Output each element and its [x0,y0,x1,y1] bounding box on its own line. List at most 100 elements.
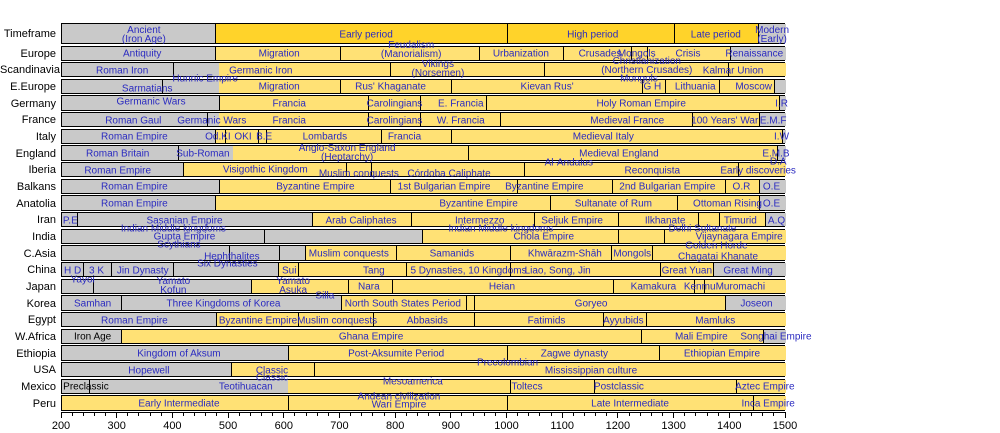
bar-label: Sarmatians [121,83,173,95]
axis-major-tick [60,412,62,418]
bar-label: Germanic Iron [229,65,293,77]
axis-minor-tick [439,412,441,416]
timeline-band [725,296,786,310]
timeline-row: Early Intermediate Andean civilization War… [61,392,795,411]
timeline-band [62,263,279,277]
axis-tick-label: 1400 [717,420,742,432]
timeline-band [219,96,780,110]
timeline-band [62,229,423,243]
cell-divider [93,279,95,293]
bar-label: Early discoveries [720,165,796,177]
cell-divider [718,79,720,93]
bar-label: Muslim conquests [308,248,389,260]
row-label-usa: USA [33,364,56,377]
cell-divider [640,329,642,343]
bar-label: Kenmu [683,281,716,293]
axis-minor-tick [650,412,652,416]
timeline-band [232,146,778,160]
bar-label: Roman Britain [86,148,150,160]
bar-label: D.A [769,156,787,168]
axis-tick-label: 1000 [494,420,519,432]
bar-label: Chola Empire [513,231,575,243]
cell-divider [718,213,720,227]
timeline-row: Roman Britain Sub-Roman Anglo-Saxon Englan… [61,144,790,167]
cell-divider [517,179,519,193]
bar-label: Moscow [735,81,773,93]
bar-label: Indian Middle kingdoms [120,223,226,235]
cell-divider [390,63,392,77]
cell-divider [724,179,726,193]
axis-major-tick [561,412,563,418]
bar-label: Mongols [620,73,658,85]
axis-minor-tick [628,412,630,416]
bar-label: Early period [339,29,393,40]
row-label-mexico: Mexico [21,381,56,394]
cell-divider [647,46,649,60]
timeline-band [216,313,786,327]
cell-divider [207,113,209,127]
cell-divider [340,296,342,310]
axis-major-tick [283,412,285,418]
bar-label: B.E [256,131,273,143]
timeline-row: Hopewell Classic Precolombian Mississippian… [61,358,786,378]
bar-label: Golden Horde [685,240,748,252]
axis-major-tick [617,412,619,418]
timeline-band [215,196,760,210]
cell-divider [173,63,175,77]
bar-label: Mamluks [695,315,736,327]
axis-minor-tick [327,412,329,416]
bar-label: Lithuania [674,81,716,93]
cell-divider [465,296,467,310]
axis-tick-label: 1200 [605,420,631,432]
bar-label: Crusades [578,48,622,60]
cell-divider [602,313,604,327]
bar-label: Ilkhanate [644,215,686,227]
axis-minor-tick [260,412,262,416]
bar-label: Yamato Asuka [276,276,310,297]
bar-label: 5 Dynasties, 10 Kingdoms [410,265,527,277]
axis-minor-tick [383,412,385,416]
cell-divider [774,79,776,93]
timeline-band [62,163,184,177]
bar-label: Yamato Kofun [156,276,191,297]
axis-minor-tick [149,412,151,416]
bar-label: Late period [690,29,741,40]
bar-label: Ancient (Iron Age) [121,24,166,45]
axis-minor-tick [138,412,140,416]
axis-minor-tick [572,412,574,416]
cell-divider [659,263,661,277]
timeline-band [215,24,759,43]
axis-minor-tick [706,412,708,416]
axis-minor-tick [461,412,463,416]
bar-label: Sub-Roman [176,148,230,160]
bar-label: Seljuk Empire [541,215,603,227]
bar-label: Roman Empire [101,181,168,193]
axis-tick-label: 500 [218,420,238,432]
timeline-row: Hephthalites Muslim conquests Samanids Khwā… [61,240,786,262]
cell-divider [339,46,341,60]
axis-minor-tick [762,412,764,416]
bar-label: Ottoman Rising [693,198,762,210]
bar-label: E.M.F [759,115,787,127]
timeline-row: Sarmatians Hunnic Empire Migration Rus' Kha… [61,74,786,95]
timeline-band [730,46,786,60]
axis-minor-tick [305,412,307,416]
bar-label: I.W [774,131,790,143]
axis-minor-tick [93,412,95,416]
bar-label: Heian [488,281,516,293]
cell-divider [757,24,759,43]
axis-minor-tick [416,412,418,416]
axis-minor-tick [528,412,530,416]
cell-divider [390,179,392,193]
bar-label: Mali Empire [674,331,728,343]
axis-minor-tick [472,412,474,416]
cell-divider [524,163,526,177]
bar-label: Arab Caliphates [325,215,397,227]
axis-minor-tick [205,412,207,416]
timeline-row: Roman Empire Byzantine Empire Sultanate of… [61,195,786,211]
axis-minor-tick [606,412,608,416]
bar-label: Reconquista [624,165,681,177]
cell-divider [451,129,453,143]
timeline-band [62,363,232,377]
cell-divider [610,246,612,260]
